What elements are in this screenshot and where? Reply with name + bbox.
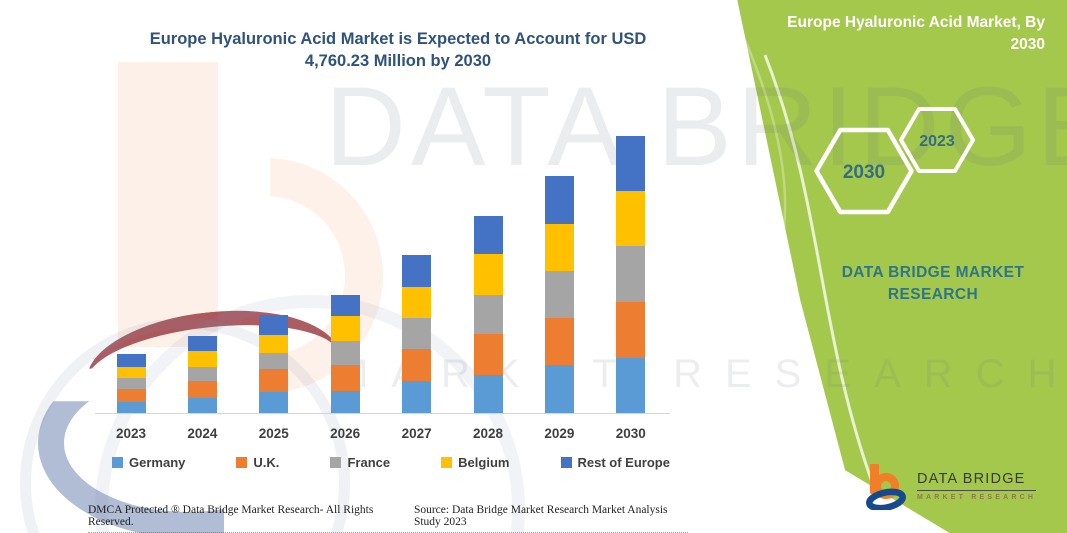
- bar-2024: [187, 336, 217, 413]
- legend-item-france: France: [330, 455, 390, 470]
- legend-label: France: [347, 455, 391, 470]
- legend-label: U.K.: [253, 455, 280, 470]
- x-label-2030: 2030: [615, 426, 646, 441]
- databridge-logo-icon: [866, 464, 906, 510]
- hexagon-2023-label: 2023: [919, 133, 955, 150]
- bar-segment-france-2026: [330, 341, 360, 365]
- bar-2027: [402, 255, 432, 413]
- bar-segment-belgium-2023: [116, 367, 146, 378]
- hexagon-2030-label: 2030: [843, 162, 885, 183]
- bar-segment-germany-2026: [330, 391, 360, 413]
- bar-segment-france-2023: [116, 378, 146, 389]
- databridge-logo-text: DATA BRIDGE MARKET RESEARCH: [917, 471, 1037, 501]
- x-label-2025: 2025: [258, 426, 289, 441]
- bar-segment-belgium-2024: [187, 351, 217, 367]
- bar-2026: [330, 295, 360, 413]
- legend-swatch: [112, 457, 123, 468]
- bar-segment-u-k--2029: [544, 318, 574, 365]
- footer-dmca-text: DMCA Protected ® Data Bridge Market Rese…: [88, 504, 374, 528]
- hexagon-badges: 2030 2023: [814, 107, 975, 215]
- bar-segment-germany-2027: [402, 381, 432, 413]
- logo-sub-label: MARKET RESEARCH: [917, 494, 1037, 501]
- x-label-2029: 2029: [544, 426, 575, 441]
- bar-segment-u-k--2024: [187, 381, 217, 398]
- bar-segment-rest-of-europe-2030: [616, 136, 646, 191]
- legend-item-u-k-: U.K.: [236, 455, 279, 470]
- bar-segment-u-k--2026: [330, 365, 360, 391]
- plot-area: [95, 120, 670, 414]
- bar-segment-rest-of-europe-2027: [402, 255, 432, 287]
- bar-segment-germany-2023: [116, 402, 146, 413]
- bar-segment-u-k--2025: [259, 369, 289, 392]
- bar-segment-france-2027: [402, 318, 432, 349]
- bar-2025: [259, 315, 289, 413]
- chart-legend: Germany U.K. France Belgium Rest of Europe: [112, 455, 670, 470]
- legend-item-germany: Germany: [112, 455, 185, 470]
- x-label-2026: 2026: [330, 426, 361, 441]
- bar-segment-france-2028: [473, 295, 503, 334]
- footer-source-text: Source: Data Bridge Market Research Mark…: [413, 504, 668, 528]
- legend-swatch: [560, 457, 572, 468]
- bar-segment-germany-2025: [259, 392, 289, 413]
- x-label-2023: 2023: [115, 426, 147, 441]
- bar-segment-germany-2024: [187, 398, 217, 413]
- x-axis-line: [95, 413, 670, 414]
- logo-brand-label: DATA BRIDGE: [917, 471, 1037, 491]
- bar-segment-france-2025: [259, 353, 289, 369]
- bar-2029: [544, 176, 574, 413]
- bar-segment-belgium-2027: [402, 287, 432, 318]
- bar-segment-belgium-2030: [616, 191, 646, 246]
- x-label-2027: 2027: [401, 426, 432, 441]
- bar-segment-france-2029: [544, 271, 574, 318]
- bar-segment-u-k--2023: [116, 389, 146, 402]
- bar-segment-belgium-2029: [544, 224, 574, 271]
- legend-swatch: [330, 457, 342, 468]
- hexagon-2023: [899, 107, 975, 173]
- legend-item-rest-of-europe: Rest of Europe: [560, 455, 670, 470]
- bar-segment-belgium-2026: [330, 316, 360, 341]
- bar-segment-belgium-2025: [259, 335, 289, 353]
- legend-item-belgium: Belgium: [441, 455, 509, 470]
- legend-label: Germany: [129, 455, 186, 470]
- bar-segment-rest-of-europe-2024: [187, 336, 217, 351]
- x-label-2024: 2024: [187, 426, 218, 441]
- bar-segment-germany-2029: [544, 365, 574, 413]
- bar-segment-rest-of-europe-2025: [259, 315, 289, 335]
- bar-segment-rest-of-europe-2028: [473, 216, 503, 254]
- bar-segment-germany-2028: [473, 375, 503, 413]
- legend-swatch: [236, 457, 248, 468]
- bar-segment-u-k--2027: [402, 349, 432, 381]
- footer: DMCA Protected ® Data Bridge Market Rese…: [88, 504, 688, 533]
- bar-2030: [616, 136, 646, 413]
- side-panel-title: Europe Hyaluronic Acid Market, By 2030: [787, 14, 1045, 53]
- legend-label: Belgium: [458, 455, 510, 470]
- bar-2023: [116, 354, 146, 413]
- databridge-logo: DATA BRIDGE MARKET RESEARCH: [865, 462, 1037, 510]
- legend-swatch: [441, 457, 453, 468]
- bar-segment-france-2024: [187, 367, 217, 381]
- bar-segment-rest-of-europe-2029: [544, 176, 574, 224]
- bar-2028: [473, 216, 503, 413]
- bar-segment-rest-of-europe-2023: [116, 354, 146, 367]
- side-panel-brand-text: DATA BRIDGE MARKET RESEARCH: [841, 264, 1025, 304]
- bar-segment-france-2030: [616, 246, 646, 302]
- chart-title: Europe Hyaluronic Acid Market is Expecte…: [149, 30, 647, 71]
- bar-segment-germany-2030: [616, 358, 646, 413]
- x-label-2028: 2028: [472, 426, 504, 441]
- bar-segment-u-k--2030: [616, 302, 646, 358]
- bar-segment-u-k--2028: [473, 334, 503, 375]
- bar-segment-belgium-2028: [473, 254, 503, 295]
- bar-segment-rest-of-europe-2026: [330, 295, 360, 316]
- x-axis-labels: 2023 2024 2025 2026 2027 2028 2029 2030: [95, 426, 670, 444]
- legend-label: Rest of Europe: [577, 455, 670, 470]
